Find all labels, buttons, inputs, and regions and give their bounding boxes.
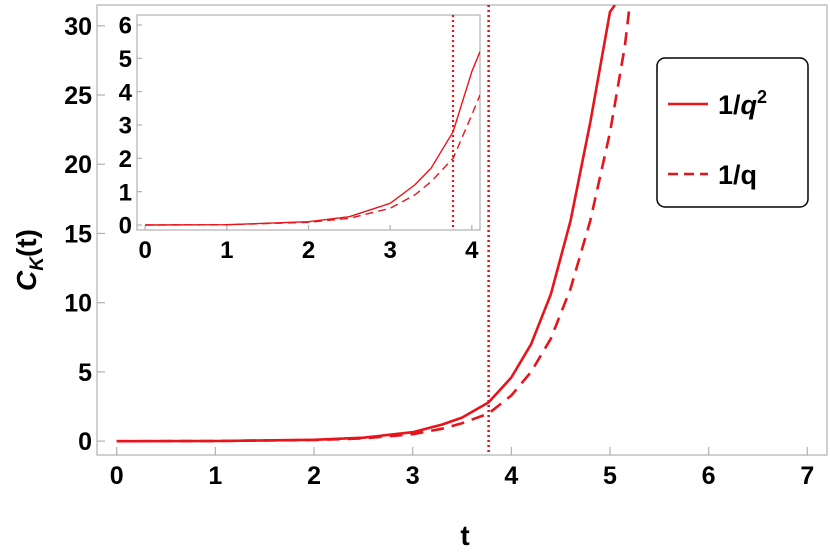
inset-x-tick-label: 1 <box>220 237 233 264</box>
inset-y-tick-label: 4 <box>119 79 133 106</box>
inset-y-tick-label: 2 <box>119 146 132 173</box>
inset-y-tick-label: 3 <box>119 113 132 140</box>
legend-label-0-base: 1/ <box>718 90 741 120</box>
main-y-tick-label: 15 <box>64 220 92 248</box>
main-x-tick-label: 5 <box>603 462 617 490</box>
main-x-tick-label: 2 <box>307 462 321 490</box>
legend: 1/q2 1/q <box>656 57 809 208</box>
legend-label-1-over-q-squared: 1/q2 <box>718 87 767 120</box>
main-y-tick-label: 0 <box>78 428 92 456</box>
main-x-tick-label: 6 <box>702 462 716 490</box>
inset-y-tick-label: 1 <box>119 179 132 206</box>
inset-ticks <box>137 24 473 230</box>
main-series <box>116 5 631 455</box>
legend-box <box>656 57 809 208</box>
main-x-tick-label: 7 <box>800 462 814 490</box>
inset-x-tick-label: 0 <box>138 237 151 264</box>
inset-x-tick-label: 4 <box>465 237 479 264</box>
main-y-tick-label: 25 <box>64 82 92 110</box>
y-axis-title-tail: (t) <box>11 229 42 257</box>
y-axis-title: CK(t) <box>11 229 48 291</box>
inset-tick-labels: 0 1 2 3 4 0 1 2 3 4 5 6 <box>119 13 480 264</box>
main-x-tick-label: 1 <box>208 462 222 490</box>
main-y-tick-label: 10 <box>64 290 92 318</box>
inset-x-tick-label: 2 <box>302 237 315 264</box>
inset-x-tick-label: 3 <box>383 237 396 264</box>
main-x-tick-label: 3 <box>406 462 420 490</box>
inset-y-tick-label: 6 <box>119 13 132 40</box>
inset-y-tick-label: 0 <box>119 213 132 240</box>
legend-label-1-over-q: 1/q <box>718 160 757 190</box>
inset-y-tick-label: 5 <box>119 46 132 73</box>
main-x-tick-label: 0 <box>110 462 124 490</box>
x-axis-title: t <box>460 520 469 551</box>
inset-series <box>145 15 480 230</box>
main-series-dashed <box>116 5 631 443</box>
main-ticks <box>97 25 808 455</box>
main-y-tick-label: 20 <box>64 151 92 179</box>
legend-label-0-var: q <box>741 90 758 120</box>
main-y-tick-label: 30 <box>64 13 92 41</box>
legend-label-0-sup: 2 <box>757 87 767 107</box>
main-y-tick-label: 5 <box>78 359 92 387</box>
inset-series-dashed <box>145 94 480 226</box>
main-x-tick-label: 4 <box>504 462 518 490</box>
y-axis-title-sub: K <box>27 256 48 271</box>
y-axis-title-base: C <box>11 270 42 291</box>
inset-plot-frame <box>136 14 481 231</box>
